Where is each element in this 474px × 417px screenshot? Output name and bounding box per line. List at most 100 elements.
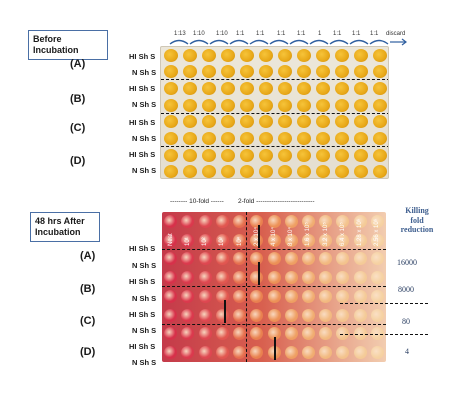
- dilution-label: 1:1: [352, 31, 361, 37]
- plate-well: [335, 65, 350, 79]
- plate-well: [198, 252, 212, 266]
- plate-well: [354, 148, 369, 162]
- plate-well: [181, 233, 195, 247]
- plate-well: [370, 271, 384, 285]
- plate-well: [220, 82, 235, 96]
- group-letter-a: (A): [80, 250, 96, 262]
- plate-well: [297, 165, 312, 178]
- plate-well: [297, 115, 312, 129]
- before-incubation-title: Before Incubation: [28, 30, 108, 60]
- plate-well: [201, 165, 216, 178]
- plate-well: [284, 233, 298, 247]
- plate-well: [258, 65, 273, 79]
- plate-well: [301, 214, 315, 228]
- plate-well: [198, 289, 212, 303]
- plate-well: [239, 115, 254, 129]
- plate-well: [373, 82, 388, 96]
- plate-well: [353, 289, 367, 303]
- plate-well: [267, 271, 281, 285]
- concentration-label: 10¹: [184, 237, 191, 246]
- plate-well: [336, 308, 350, 322]
- plate-well: [233, 327, 247, 341]
- plate-well: [319, 214, 333, 228]
- row-label: N Sh S: [132, 100, 157, 109]
- plate-well: [233, 308, 247, 322]
- plate-well: [370, 233, 384, 247]
- group-divider: [161, 79, 388, 81]
- plate-well: [373, 98, 388, 112]
- group-divider: [162, 323, 386, 325]
- plate-well: [258, 131, 273, 145]
- plate-well: [267, 308, 281, 322]
- killing-value-c: 80: [402, 317, 410, 326]
- killing-value-d: 4: [405, 347, 409, 356]
- plate-well: [215, 327, 229, 341]
- plate-well: [181, 308, 195, 322]
- plate-well: [336, 214, 350, 228]
- plate-well: [215, 308, 229, 322]
- plate-well: [297, 48, 312, 62]
- plate-well: [163, 65, 178, 79]
- plate-well: [201, 65, 216, 79]
- dilution-label: 1:1: [277, 31, 286, 37]
- row-label: HI Sh S: [129, 244, 156, 253]
- plate-well: [258, 82, 273, 96]
- plate-well: [278, 165, 293, 178]
- killing-value-b: 8000: [398, 285, 414, 294]
- plate-well: [297, 131, 312, 145]
- plate-well: [316, 65, 331, 79]
- plate-well: [233, 252, 247, 266]
- plate-well: [215, 346, 229, 360]
- plate-well: [164, 233, 178, 247]
- concentration-label: 8 x 10⁴: [288, 227, 295, 246]
- plate-well: [198, 327, 212, 341]
- plate-well: [182, 48, 197, 62]
- plate-well: [220, 131, 235, 145]
- plate-well: [319, 346, 333, 360]
- plate-well: [182, 148, 197, 162]
- plate-well: [215, 233, 229, 247]
- plate-well: [163, 148, 178, 162]
- range-divider: [246, 212, 248, 362]
- plate-well: [370, 308, 384, 322]
- plate-well: [297, 65, 312, 79]
- plate-well: [373, 148, 388, 162]
- plate-well: [250, 346, 264, 360]
- row-label: HI Sh S: [129, 310, 156, 319]
- endpoint-marker: [258, 224, 261, 248]
- plate-well: [163, 82, 178, 96]
- plate-well: [278, 82, 293, 96]
- plate-well: [297, 98, 312, 112]
- plate-well: [301, 346, 315, 360]
- plate-well: [301, 233, 315, 247]
- row-label: HI Sh S: [129, 84, 156, 93]
- plate-well: [250, 271, 264, 285]
- plate-well: [182, 115, 197, 129]
- concentration-label: 2.56 x 10⁶: [374, 218, 381, 246]
- plate-well: [284, 346, 298, 360]
- plate-well: [198, 271, 212, 285]
- tenfold-range-label: -------- 10-fold ------: [170, 198, 224, 205]
- plate-well: [319, 252, 333, 266]
- plate-after-incubation: [162, 212, 386, 362]
- plate-well: [354, 131, 369, 145]
- row-label: N Sh S: [132, 294, 157, 303]
- killing-fold-header: Killing fold reduction: [392, 206, 442, 235]
- plate-well: [164, 346, 178, 360]
- row-label: N Sh S: [132, 326, 157, 335]
- endpoint-marker: [274, 337, 276, 360]
- plate-well: [164, 289, 178, 303]
- dilution-label: 1:1: [256, 31, 265, 37]
- plate-well: [336, 271, 350, 285]
- group-letter-c: (C): [80, 315, 96, 327]
- after-group-divider: [340, 334, 428, 335]
- plate-well: [215, 289, 229, 303]
- plate-well: [201, 131, 216, 145]
- plate-well: [354, 48, 369, 62]
- plate-well: [239, 131, 254, 145]
- plate-well: [233, 289, 247, 303]
- dilution-label: 1:1: [297, 31, 306, 37]
- row-label: N Sh S: [132, 134, 157, 143]
- plate-well: [164, 327, 178, 341]
- plate-well: [215, 271, 229, 285]
